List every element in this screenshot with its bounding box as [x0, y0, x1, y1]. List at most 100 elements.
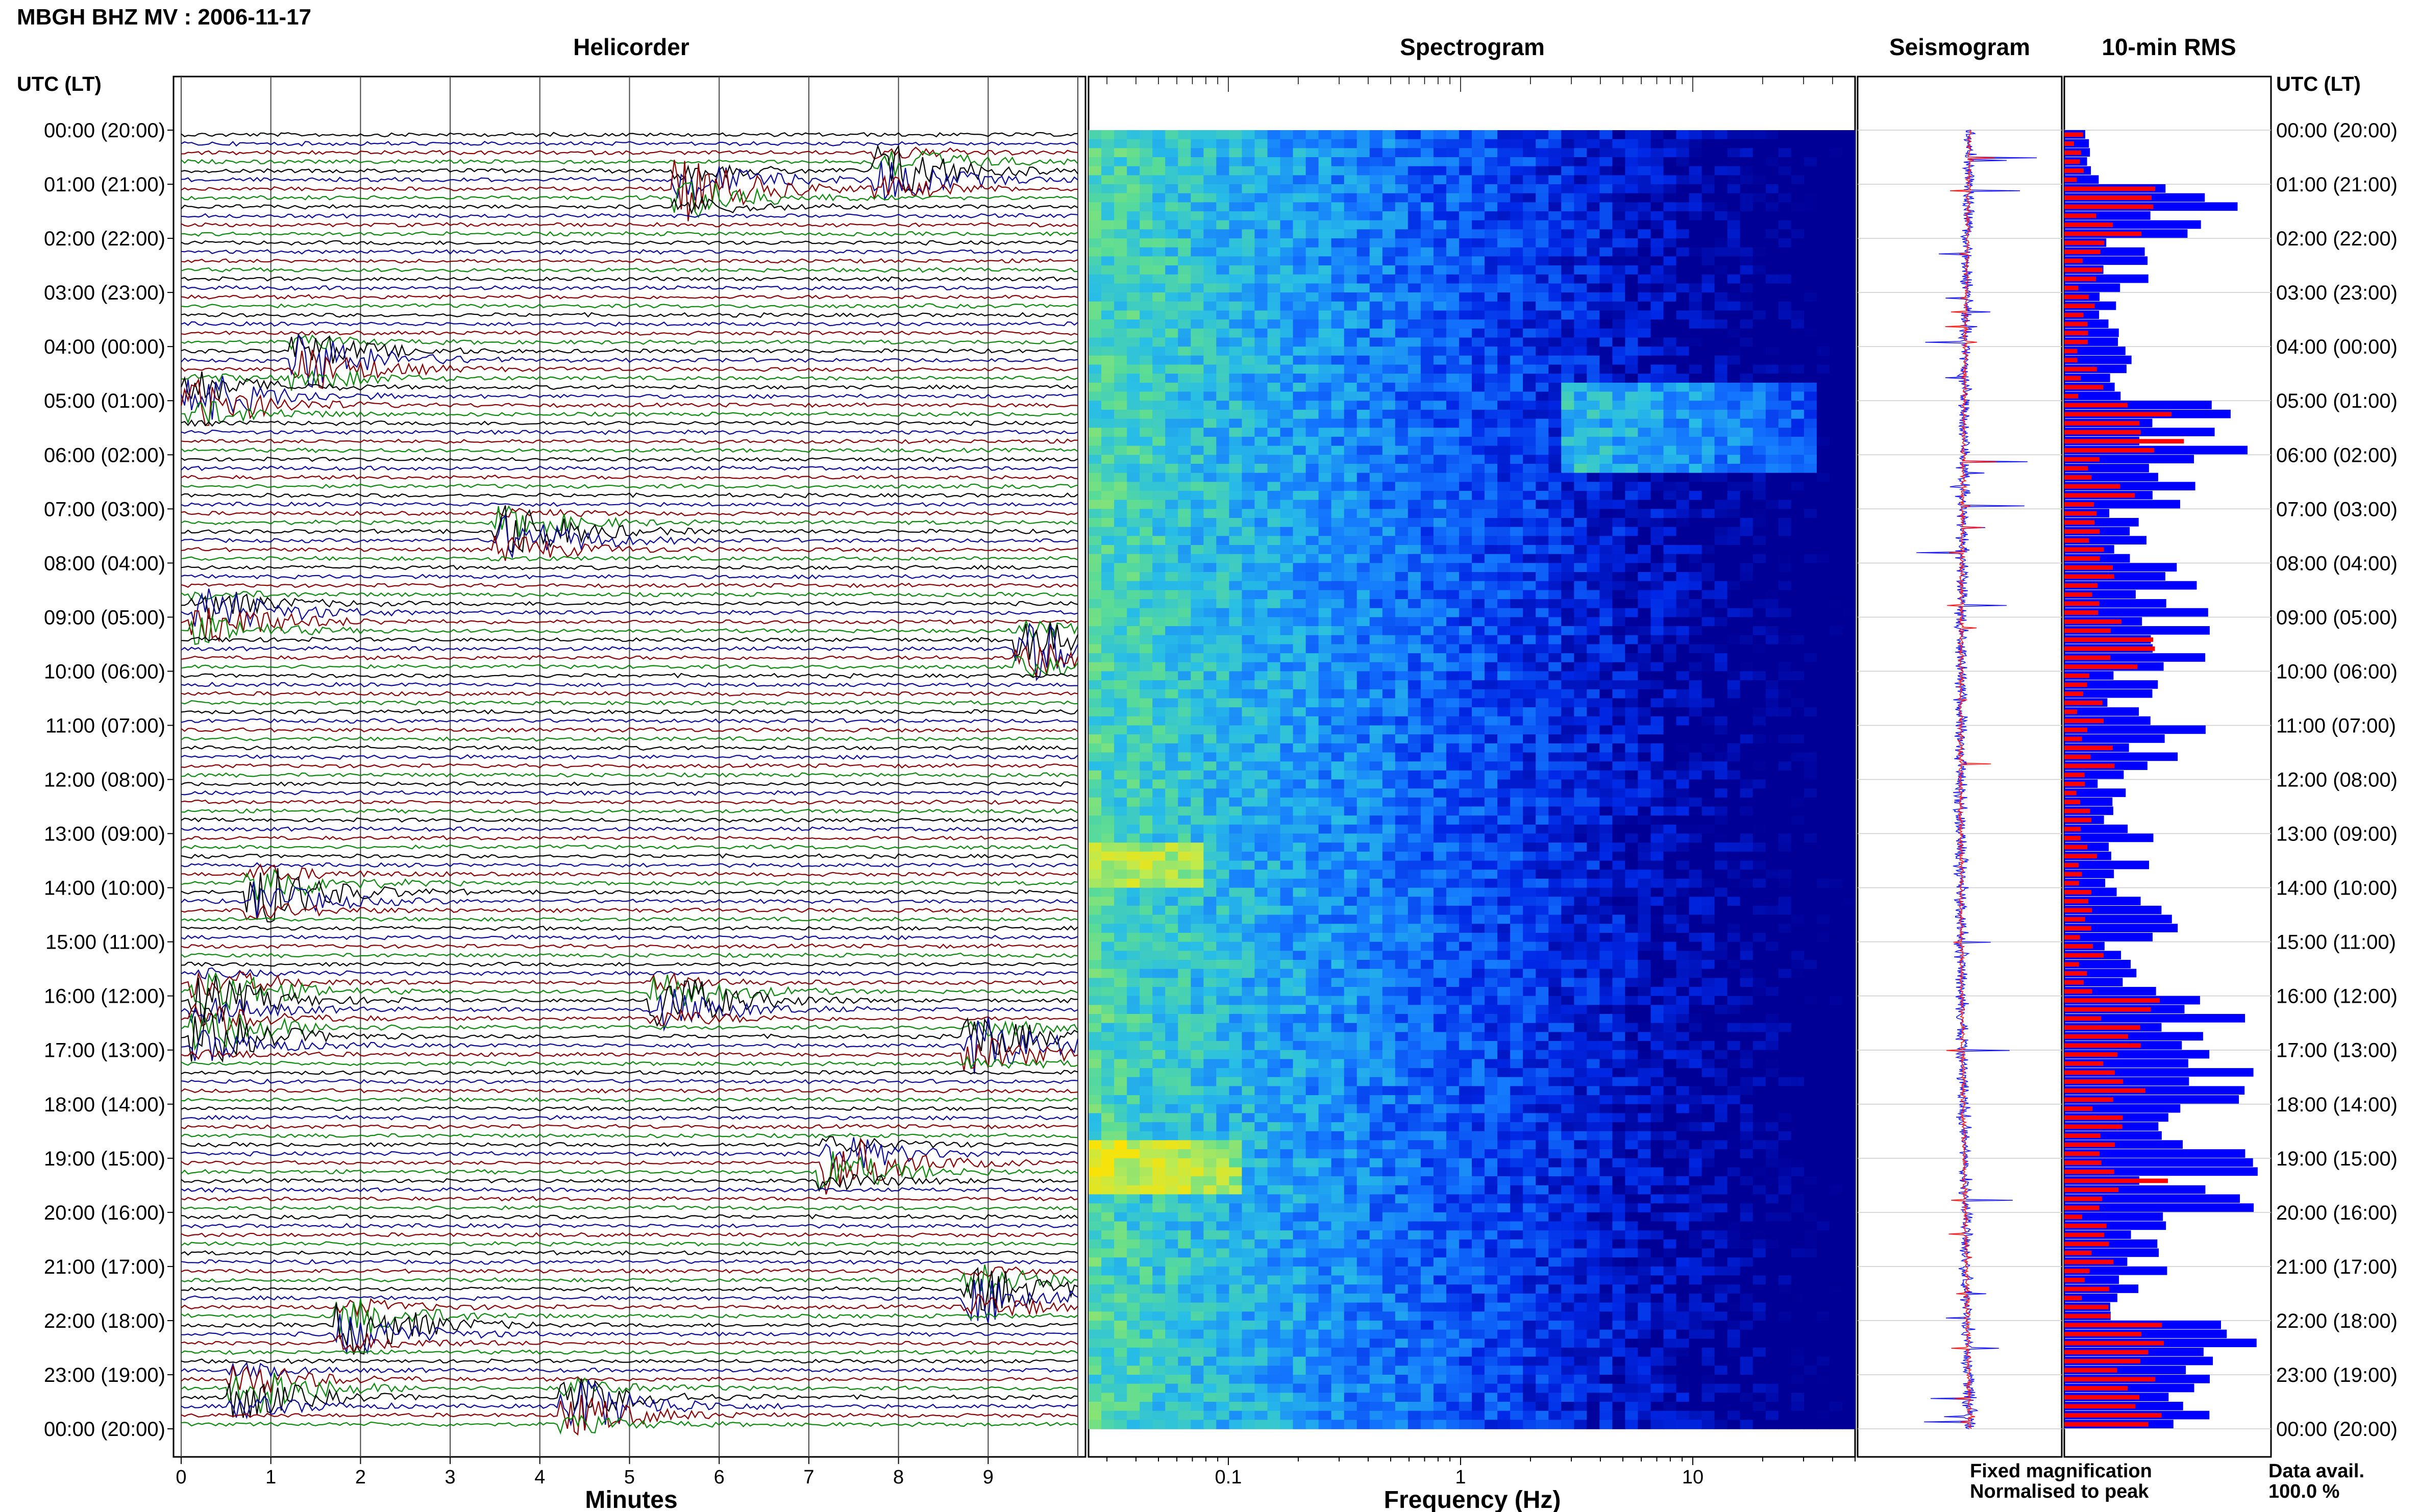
spectrogram-cell	[1650, 518, 1664, 528]
spectrogram-cell	[1548, 644, 1562, 654]
spectrogram-cell	[1791, 409, 1805, 419]
spectrogram-cell	[1280, 761, 1294, 771]
helicorder-trace	[181, 1395, 1078, 1436]
spectrogram-cell	[1242, 455, 1255, 464]
helicorder-trace	[181, 1358, 1078, 1365]
spectrogram-cell	[1740, 698, 1754, 708]
spectrogram-cell	[1752, 734, 1766, 744]
spectrogram-cell	[1395, 545, 1409, 555]
spectrogram-cell	[1727, 247, 1741, 257]
spectrogram-cell	[1842, 635, 1856, 645]
helicorder-trace	[181, 1097, 1078, 1103]
spectrogram-cell	[1829, 536, 1843, 546]
helicorder-trace	[181, 790, 1078, 796]
spectrogram-cell	[1101, 599, 1115, 609]
spectrogram-cell	[1752, 536, 1766, 546]
spectrogram-cell	[1254, 220, 1268, 230]
spectrogram-cell	[1280, 283, 1294, 293]
spectrogram-cell	[1382, 193, 1396, 203]
spectrogram-cell	[1203, 500, 1217, 510]
spectrogram-cell	[1089, 518, 1102, 528]
spectrogram-cell	[1280, 644, 1294, 654]
spectrogram-cell	[1344, 166, 1357, 176]
spectrogram-cell	[1816, 319, 1830, 329]
spectrogram-cell	[1408, 193, 1421, 203]
spectrogram-cell	[1395, 518, 1409, 528]
spectrogram-cell	[1356, 391, 1370, 401]
spectrogram-cell	[1689, 698, 1702, 708]
spectrogram-cell	[1305, 752, 1319, 762]
spectrogram-cell	[1165, 148, 1178, 158]
spectrogram-cell	[1574, 157, 1588, 167]
spectrogram-cell	[1548, 157, 1562, 167]
spectrogram-cell	[1165, 455, 1178, 464]
spectrogram-cell	[1101, 608, 1115, 618]
spectrogram-cell	[1497, 211, 1511, 221]
spectrogram-cell	[1356, 527, 1370, 537]
spectrogram-cell	[1178, 265, 1191, 275]
spectrogram-cell	[1152, 202, 1166, 212]
spectrogram-cell	[1305, 445, 1319, 456]
spectrogram-cell	[1472, 482, 1485, 491]
spectrogram-cell	[1587, 229, 1600, 239]
spectrogram-cell	[1714, 202, 1728, 212]
spectrogram-cell	[1752, 545, 1766, 555]
helicorder-trace	[181, 456, 1078, 462]
spectrogram-cell	[1599, 238, 1613, 248]
spectrogram-cell	[1293, 374, 1306, 383]
spectrogram-cell	[1574, 436, 1588, 447]
spectrogram-cell	[1229, 490, 1243, 501]
spectrogram-cell	[1203, 797, 1217, 807]
spectrogram-cell	[1574, 175, 1588, 185]
spectrogram-cell	[1472, 175, 1485, 185]
spectrogram-cell	[1318, 662, 1332, 672]
spectrogram-cell	[1561, 671, 1574, 681]
spectrogram-cell	[1178, 310, 1191, 320]
spectrogram-cell	[1689, 635, 1702, 645]
spectrogram-cell	[1510, 770, 1523, 780]
spectrogram-cell	[1599, 319, 1613, 329]
spectrogram-cell	[1178, 428, 1191, 437]
spectrogram-cell	[1701, 473, 1715, 483]
spectrogram-cell	[1804, 382, 1817, 392]
spectrogram-cell	[1229, 545, 1243, 555]
spectrogram-cell	[1842, 608, 1856, 618]
spectrogram-cell	[1829, 310, 1843, 320]
spectrogram-cell	[1663, 418, 1677, 429]
spectrogram-cell	[1369, 193, 1383, 203]
spectrogram-cell	[1599, 428, 1613, 437]
spectrogram-cell	[1574, 310, 1588, 320]
spectrogram-cell	[1344, 148, 1357, 158]
spectrogram-cell	[1242, 851, 1255, 861]
spectrogram-cell	[1829, 599, 1843, 609]
spectrogram-cell	[1510, 788, 1523, 798]
spectrogram-cell	[1689, 455, 1702, 464]
spectrogram-cell	[1612, 707, 1626, 717]
spectrogram-cell	[1778, 527, 1792, 537]
spectrogram-cell	[1778, 617, 1792, 627]
spectrogram-cell	[1446, 581, 1460, 591]
spectrogram-cell	[1331, 797, 1345, 807]
spectrogram-cell	[1318, 238, 1332, 248]
spectrogram-cell	[1472, 355, 1485, 365]
spectrogram-cell	[1101, 184, 1115, 194]
spectrogram-cell	[1318, 175, 1332, 185]
spectrogram-cell	[1638, 509, 1651, 518]
spectrogram-cell	[1459, 310, 1472, 320]
spectrogram-cell	[1280, 545, 1294, 555]
spectrogram-cell	[1561, 130, 1574, 140]
spectrogram-cell	[1485, 590, 1498, 600]
spectrogram-cell	[1331, 815, 1345, 825]
spectrogram-cell	[1293, 428, 1306, 437]
spectrogram-cell	[1318, 635, 1332, 645]
spectrogram-cell	[1574, 824, 1588, 834]
spectrogram-cell	[1152, 608, 1166, 618]
spectrogram-cell	[1472, 265, 1485, 275]
spectrogram-cell	[1510, 743, 1523, 753]
spectrogram-cell	[1331, 382, 1345, 392]
spectrogram-cell	[1459, 581, 1472, 591]
spectrogram-cell	[1408, 581, 1421, 591]
spectrogram-cell	[1114, 662, 1127, 672]
spectrogram-cell	[1676, 428, 1690, 437]
spectrogram-cell	[1765, 247, 1779, 257]
